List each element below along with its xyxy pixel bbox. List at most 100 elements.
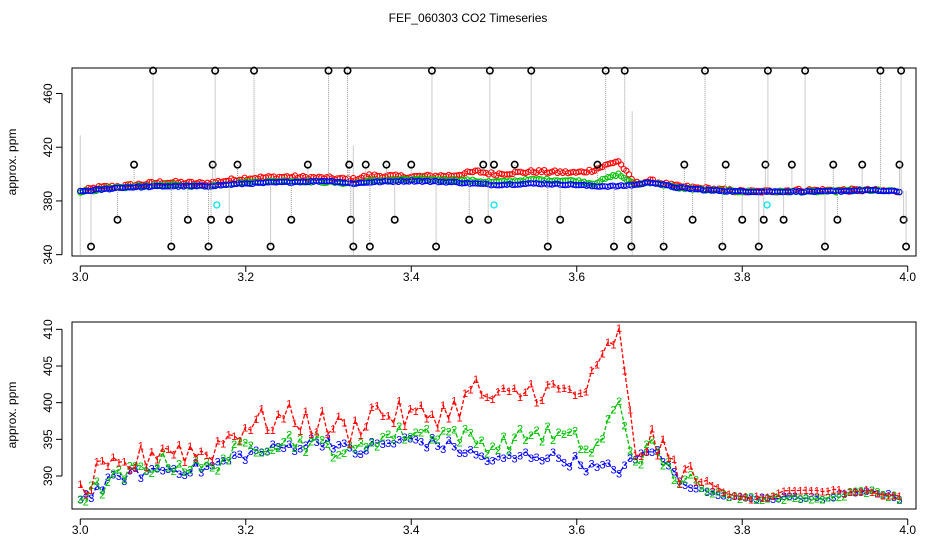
top-black-point <box>407 160 416 169</box>
series-3-label: 3 <box>825 493 831 505</box>
series-1-label: 1 <box>869 487 875 499</box>
series-2-label: 2 <box>484 449 490 461</box>
series-1-line <box>79 327 900 501</box>
series-3-label: 3 <box>676 476 682 488</box>
series-2-label: 2 <box>347 439 353 451</box>
series-1-label: 1 <box>698 477 704 489</box>
series-1-label: 1 <box>220 438 226 450</box>
series-3-label: 3 <box>116 471 122 483</box>
series-1-label: 1 <box>885 490 891 502</box>
series-2-label: 2 <box>539 436 545 448</box>
series-3-label: 3 <box>841 489 847 501</box>
series-1-label: 1 <box>187 441 193 453</box>
series-2-label: 2 <box>858 485 864 497</box>
bottom-y-tick-label: 390 <box>41 466 55 486</box>
series-3-label: 3 <box>154 464 160 476</box>
series-3-label: 3 <box>352 448 358 460</box>
series-3-label: 3 <box>600 459 606 471</box>
series-1-label: 1 <box>319 405 325 417</box>
series-1-label: 1 <box>550 378 556 390</box>
series-1-label: 1 <box>660 434 666 446</box>
top-black-point <box>833 215 842 224</box>
series-2-label: 2 <box>545 421 551 433</box>
series-2-line <box>80 399 900 503</box>
series-2-label: 2 <box>374 442 380 454</box>
series-2-label: 2 <box>396 421 402 433</box>
series-1-label: 1 <box>616 323 622 335</box>
bottom-x-axis: 3.0 3.2 3.4 3.6 3.8 4.0 <box>72 518 916 537</box>
series-3-label: 3 <box>523 447 529 459</box>
series-3-label: 3 <box>534 452 540 464</box>
top-red-point <box>617 161 625 168</box>
series-2-label: 2 <box>99 489 105 501</box>
series-3-label: 3 <box>341 438 347 450</box>
series-2-label: 2 <box>632 456 638 468</box>
series-3-label: 3 <box>709 487 715 499</box>
bottom-y-axis: 390 395 400 405 410 <box>41 319 63 486</box>
series-3-label: 3 <box>896 494 902 506</box>
series-2-label: 2 <box>440 426 446 438</box>
series-1-label: 1 <box>638 451 644 463</box>
top-black-point <box>390 215 399 224</box>
series-1-label: 1 <box>858 486 864 498</box>
series-2-label: 2 <box>528 430 534 442</box>
series-2-label: 2 <box>869 485 875 497</box>
series-2-label: 2 <box>88 480 94 492</box>
series-2-label: 2 <box>534 425 540 437</box>
top-green-point <box>567 176 574 184</box>
series-2-label: 2 <box>259 447 265 459</box>
series-1-label: 1 <box>479 390 485 402</box>
bottom-y-tick-label: 410 <box>41 319 55 339</box>
series-3-label: 3 <box>226 455 232 467</box>
series-2-label: 2 <box>248 440 254 452</box>
series-1-label: 1 <box>726 489 732 501</box>
top-black-point <box>485 66 494 75</box>
series-2-label: 2 <box>462 424 468 436</box>
series-2-label: 2 <box>501 431 507 443</box>
series-2-label: 2 <box>885 492 891 504</box>
top-cyan-point <box>763 201 771 209</box>
series-2-label: 2 <box>292 443 298 455</box>
series-3-label: 3 <box>435 441 441 453</box>
top-black-point <box>627 242 636 251</box>
series-2-label: 2 <box>479 435 485 447</box>
series-3-label: 3 <box>792 491 798 503</box>
series-1-label: 1 <box>149 446 155 458</box>
series-2-label: 2 <box>605 413 611 425</box>
series-1-label: 1 <box>358 430 364 442</box>
series-1-label: 1 <box>841 488 847 500</box>
series-1-label: 1 <box>896 491 902 503</box>
series-1-label: 1 <box>446 413 452 425</box>
series-2-label: 2 <box>709 488 715 500</box>
series-1-label: 1 <box>297 426 303 438</box>
top-green-point <box>599 175 606 183</box>
series-3-label: 3 <box>803 493 809 505</box>
series-3-label: 3 <box>572 450 578 462</box>
series-3-label: 3 <box>556 453 562 465</box>
series-3-label: 3 <box>347 442 353 454</box>
series-3-label: 3 <box>501 453 507 465</box>
series-3-label: 3 <box>264 446 270 458</box>
top-x-axis: 3.0 3.2 3.4 3.6 3.8 4.0 <box>72 265 916 284</box>
series-1-label: 1 <box>545 379 551 391</box>
series-1-label: 1 <box>226 430 232 442</box>
series-3-label: 3 <box>638 448 644 460</box>
top-black-point <box>211 66 220 75</box>
series-1-label: 1 <box>611 340 617 352</box>
series-2-label: 2 <box>391 434 397 446</box>
top-black-point <box>382 160 391 169</box>
top-red-point <box>580 169 588 176</box>
series-2-label: 2 <box>495 445 501 457</box>
series-2-label: 2 <box>731 490 737 502</box>
series-1-label: 1 <box>286 398 292 410</box>
series-3-label: 3 <box>248 446 254 458</box>
bottom-x-tick-label: 4.0 <box>899 523 916 537</box>
series-3-label: 3 <box>297 443 303 455</box>
series-3-label: 3 <box>407 433 413 445</box>
series-1-label: 1 <box>792 486 798 498</box>
series-1-label: 1 <box>671 454 677 466</box>
series-1-label: 1 <box>336 411 342 423</box>
series-1-label: 1 <box>715 482 721 494</box>
series-2-label: 2 <box>726 492 732 504</box>
series-3-label: 3 <box>731 491 737 503</box>
